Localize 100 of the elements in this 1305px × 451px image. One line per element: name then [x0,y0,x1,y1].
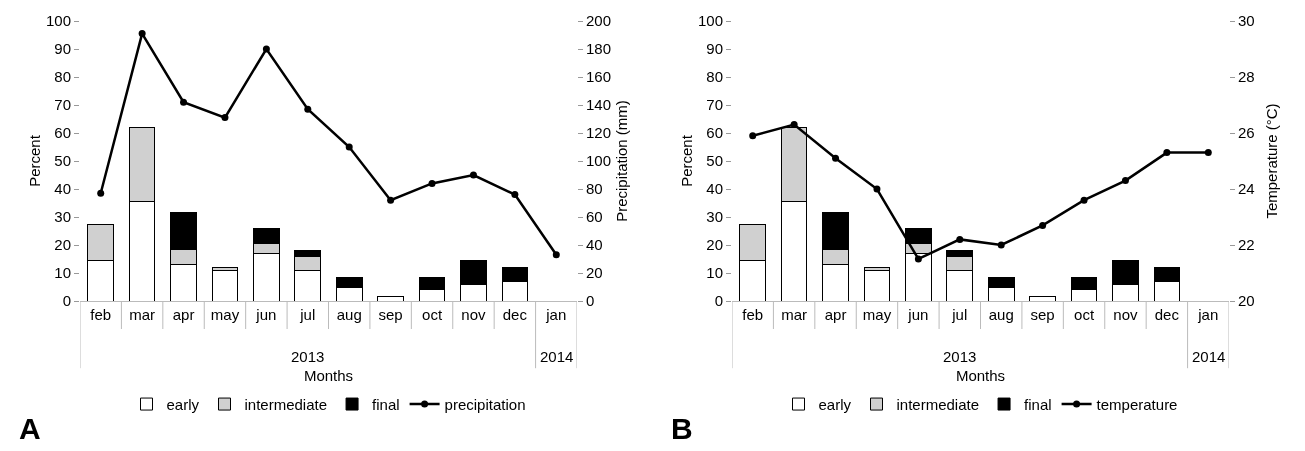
y-tick-label: 30 [706,208,723,226]
point [262,45,270,53]
y-tick-label: 0 [714,292,723,310]
point [469,171,477,179]
text: 2013 [291,348,325,365]
text: 2014 [540,348,574,365]
y-tick-label: 20 [54,236,71,254]
x-tick-label: jun [255,306,277,323]
y-tick-label: 80 [706,68,723,86]
y2-tick-label: 120 [586,124,612,142]
point [1163,149,1171,157]
y2-tick-label: 20 [1238,292,1255,310]
point [832,154,840,162]
y-tick-label: 100 [697,12,723,30]
y2-tick-label: 26 [1238,124,1255,142]
x-tick-label: jul [951,306,968,323]
x-tick-label: dec [502,306,528,323]
x-tick-label: may [210,306,240,323]
x-tick-label: apr [172,306,195,323]
x-tick-label: jun [907,306,929,323]
y-tick-label: 90 [706,40,723,58]
x-tick-label: sep [378,306,403,323]
y2-tick-label: 180 [586,40,612,58]
legend-label: temperature [1096,395,1178,413]
legend-label: intermediate [244,395,328,413]
y-tick-label: 100 [45,12,71,30]
y-tick-label: 80 [54,68,71,86]
x-tick-label: may [862,306,892,323]
y2-tick-label: 30 [1238,12,1255,30]
x-tick-label: dec [1154,306,1180,323]
y2-tick-label: 0 [586,292,595,310]
x-axis-title: Months [303,367,354,384]
text: 2013 [943,348,977,365]
point [1121,177,1129,185]
point [138,30,146,38]
point [914,255,922,263]
x-tick-label: aug [988,306,1014,323]
y2-axis-title: Precipitation (mm) [613,100,631,222]
legend-label: early [166,395,200,413]
y-tick-label: 90 [54,40,71,58]
y-tick-label: 60 [706,124,723,142]
point [552,251,560,259]
y2-tick-label: 140 [586,96,612,114]
legend-label: precipitation [444,395,526,413]
bar [211,269,239,301]
x-tick-label: sep [1030,306,1055,323]
point [956,235,964,243]
y2-tick-label: 200 [586,12,612,30]
y-tick-label: 10 [54,264,71,282]
y-tick-label: 70 [706,96,723,114]
y2-tick-label: 100 [586,152,612,170]
text: 2014 [1192,348,1226,365]
y-tick-label: 40 [54,180,71,198]
y2-tick-label: 40 [586,236,603,254]
x-tick-label: oct [1074,306,1095,323]
x-tick-label: feb [90,306,112,323]
y-tick-label: 10 [706,264,723,282]
point [97,189,105,197]
y2-tick-label: 22 [1238,236,1255,254]
point [511,191,519,199]
x-tick-label: apr [824,306,847,323]
point [345,143,353,151]
point [1080,196,1088,204]
text: A [19,412,41,445]
y-tick-label: 50 [54,152,71,170]
y-tick-label: 20 [706,236,723,254]
x-tick-label: nov [1113,306,1139,323]
y2-tick-label: 60 [586,208,603,226]
legend-label: intermediate [896,395,980,413]
y-tick-label: 60 [54,124,71,142]
y2-tick-label: 24 [1238,180,1255,198]
point [180,98,188,106]
point [997,241,1005,249]
point [304,105,312,113]
x-tick-label: feb [742,306,764,323]
y2-tick-label: 20 [586,264,603,282]
y2-axis-title: Temperature (°C) [1262,103,1280,219]
x-tick-label: jan [1197,306,1219,323]
y-axis-title: Percent [26,134,43,187]
point [1039,221,1047,229]
x-tick-label: jul [299,306,316,323]
point [387,196,395,204]
text: B [671,412,693,445]
x-tick-label: mar [129,306,156,323]
bar [863,269,891,301]
y-tick-label: 40 [706,180,723,198]
x-tick-label: jan [545,306,567,323]
x-tick-label: oct [422,306,443,323]
y2-tick-label: 28 [1238,68,1255,86]
x-axis-title: Months [955,367,1006,384]
point [221,114,229,122]
point [428,179,436,187]
y2-tick-label: 80 [586,180,603,198]
legend-label: final [1024,395,1052,413]
y-axis-title: Percent [678,134,695,187]
point [873,185,881,193]
x-tick-label: mar [781,306,808,323]
y-tick-label: 50 [706,152,723,170]
legend-label: final [372,395,400,413]
legend-label: early [818,395,852,413]
